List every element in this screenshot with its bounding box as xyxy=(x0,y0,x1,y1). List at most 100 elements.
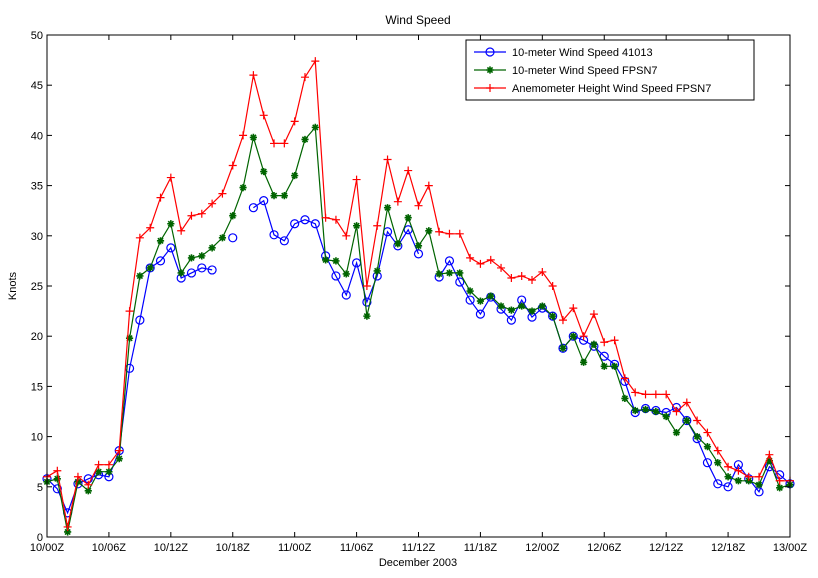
data-point xyxy=(362,282,371,290)
data-point xyxy=(291,171,299,180)
x-tick-label: 11/12Z xyxy=(402,542,436,554)
data-point xyxy=(445,269,454,277)
y-tick-label: 50 xyxy=(31,30,43,42)
data-point xyxy=(620,374,629,383)
data-point xyxy=(197,263,207,273)
data-point xyxy=(167,220,175,228)
data-point xyxy=(393,197,402,206)
data-point xyxy=(435,270,443,278)
data-point xyxy=(641,390,650,399)
series-layer xyxy=(42,57,795,536)
data-point xyxy=(166,243,176,253)
data-point xyxy=(662,390,671,399)
data-point xyxy=(383,204,392,212)
data-point xyxy=(765,450,774,459)
data-point xyxy=(177,226,186,235)
data-point xyxy=(125,334,134,342)
chart-title: Wind Speed xyxy=(385,13,450,27)
x-tick-label: 11/06Z xyxy=(340,542,374,554)
data-point xyxy=(74,478,82,486)
data-point xyxy=(476,297,485,305)
data-point xyxy=(456,269,464,277)
data-point xyxy=(682,398,691,407)
y-tick-label: 25 xyxy=(31,281,43,293)
y-tick-label: 5 xyxy=(37,482,43,494)
data-point xyxy=(662,412,670,421)
data-point xyxy=(269,230,279,240)
data-point xyxy=(569,332,577,340)
data-point xyxy=(518,302,526,310)
data-point xyxy=(693,416,702,425)
data-point xyxy=(53,466,62,475)
data-point xyxy=(424,181,433,190)
data-point xyxy=(300,215,310,225)
data-point xyxy=(755,481,763,489)
data-point xyxy=(693,433,701,441)
data-point xyxy=(631,388,640,397)
legend-marker xyxy=(486,84,494,92)
data-point xyxy=(548,311,558,321)
legend-label: Anemometer Height Wind Speed FPSN7 xyxy=(512,83,711,95)
data-point xyxy=(414,242,423,250)
data-point xyxy=(517,271,526,280)
data-point xyxy=(538,267,547,276)
data-point xyxy=(208,244,216,252)
data-point xyxy=(310,219,320,229)
data-point xyxy=(228,161,237,170)
data-point xyxy=(507,273,516,282)
data-point xyxy=(156,193,165,202)
data-point xyxy=(342,231,351,240)
data-point xyxy=(776,484,784,492)
y-tick-label: 35 xyxy=(31,181,43,193)
data-point xyxy=(487,292,495,300)
data-point xyxy=(558,343,568,353)
data-point xyxy=(186,268,197,278)
data-point xyxy=(558,316,567,325)
data-point xyxy=(672,428,681,437)
data-point xyxy=(404,214,412,222)
data-point xyxy=(166,173,175,182)
data-point xyxy=(723,482,733,492)
data-point xyxy=(765,457,773,465)
x-tick-label: 11/18Z xyxy=(464,542,498,554)
x-tick-label: 10/06Z xyxy=(92,542,127,554)
data-point xyxy=(135,315,145,325)
data-point xyxy=(115,455,123,463)
data-point xyxy=(713,479,723,489)
data-point xyxy=(311,123,319,131)
data-point xyxy=(229,212,237,220)
data-point xyxy=(714,459,722,467)
data-point xyxy=(713,446,722,455)
data-point xyxy=(394,240,402,248)
data-point xyxy=(724,462,733,471)
data-point xyxy=(651,390,660,399)
data-point xyxy=(600,362,608,370)
data-point xyxy=(435,227,444,236)
legend-box xyxy=(465,39,755,101)
data-point xyxy=(465,295,475,305)
data-point xyxy=(249,133,257,142)
y-axis-title: Knots xyxy=(7,271,19,300)
data-point xyxy=(331,215,340,224)
data-point xyxy=(444,256,455,266)
data-point xyxy=(672,407,681,416)
x-tick-label: 12/12Z xyxy=(649,542,684,554)
legend: 10-meter Wind Speed 41013 10-meter Wind S… xyxy=(465,39,755,101)
data-point xyxy=(177,269,185,277)
data-point xyxy=(528,307,536,315)
y-tick-label: 20 xyxy=(31,331,43,343)
legend-marker xyxy=(486,66,494,74)
series-3 xyxy=(43,57,794,531)
data-point xyxy=(755,472,764,481)
data-point xyxy=(528,275,537,284)
data-point xyxy=(599,351,609,361)
data-point xyxy=(559,344,567,352)
data-point xyxy=(280,139,289,148)
data-point xyxy=(52,484,62,494)
y-tick-label: 30 xyxy=(31,231,43,243)
data-point xyxy=(218,189,227,198)
data-point xyxy=(198,252,206,260)
data-point xyxy=(775,476,784,485)
data-point xyxy=(506,315,516,325)
data-point xyxy=(589,310,598,319)
